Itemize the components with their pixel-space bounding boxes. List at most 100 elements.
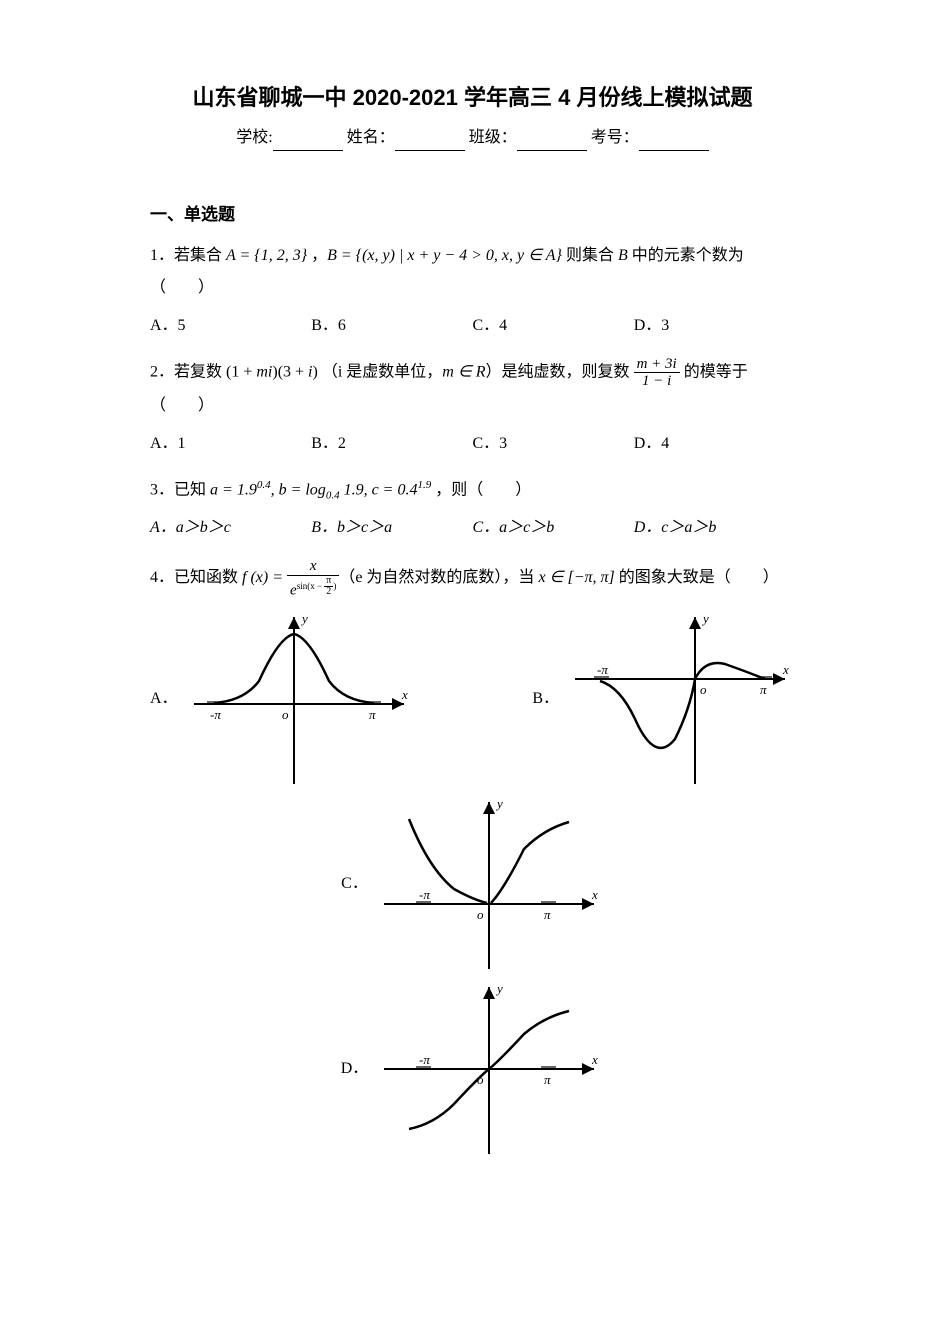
graph-A-svg: x y o -π π bbox=[184, 609, 414, 789]
q1-optA[interactable]: A．5 bbox=[150, 310, 311, 342]
svg-text:x: x bbox=[591, 1052, 598, 1067]
q2-fraction: m + 3i1 − i bbox=[634, 356, 680, 390]
q4-graph-C[interactable]: C． x y o -π π bbox=[341, 794, 604, 974]
q3-b2: 1.9, c = 0.4 bbox=[340, 481, 418, 498]
q1-text3: 则集合 bbox=[562, 247, 618, 264]
q2-frac-num: m + 3i bbox=[634, 356, 680, 374]
svg-text:y: y bbox=[701, 611, 709, 626]
q3-optC[interactable]: C．a＞c＞b bbox=[473, 512, 634, 544]
q2-frac-den: 1 − i bbox=[634, 373, 680, 390]
q3-b: , b = log bbox=[271, 481, 326, 498]
q2-text3: ) （i 是虚数单位， bbox=[313, 364, 443, 381]
svg-text:o: o bbox=[700, 682, 707, 697]
q1-optD[interactable]: D．3 bbox=[634, 310, 795, 342]
q3-options: A．a＞b＞c B．b＞c＞a C．a＞c＞b D．c＞a＞b bbox=[150, 512, 795, 544]
question-2: 2．若复数 (1 + mi)(3 + i) （i 是虚数单位，m ∈ R）是纯虚… bbox=[150, 356, 795, 460]
svg-text:-π: -π bbox=[597, 662, 608, 677]
q1-optB[interactable]: B．6 bbox=[311, 310, 472, 342]
school-blank[interactable] bbox=[273, 133, 343, 151]
svg-text:π: π bbox=[544, 907, 551, 922]
q1-setB: B = {(x, y) | x + y − 4 > 0, x, y ∈ A} bbox=[327, 247, 562, 264]
svg-text:x: x bbox=[591, 887, 598, 902]
q4-text3: 的图象大致是（ ） bbox=[615, 569, 779, 586]
name-label: 姓名： bbox=[347, 129, 395, 146]
q4-graph-A[interactable]: A． x y o -π π bbox=[150, 609, 414, 789]
q4-fraction: xesin(x − π2) bbox=[287, 558, 339, 599]
q2-optA[interactable]: A．1 bbox=[150, 428, 311, 460]
section1-heading: 一、单选题 bbox=[150, 201, 795, 228]
q1-text: 1．若集合 bbox=[150, 247, 226, 264]
svg-text:o: o bbox=[282, 707, 289, 722]
q1-options: A．5 B．6 C．4 D．3 bbox=[150, 310, 795, 342]
class-label: 班级： bbox=[469, 129, 517, 146]
q2-text1: 2．若复数 (1 + bbox=[150, 364, 256, 381]
q4-label-D: D． bbox=[341, 1053, 369, 1085]
q4-label-C: C． bbox=[341, 868, 368, 900]
question-3: 3．已知 a = 1.90.4, b = log0.4 1.9, c = 0.4… bbox=[150, 474, 795, 545]
svg-text:π: π bbox=[544, 1072, 551, 1087]
svg-text:x: x bbox=[401, 687, 408, 702]
q3-text1: 3．已知 bbox=[150, 481, 210, 498]
q3-a: a = 1.9 bbox=[210, 481, 257, 498]
svg-text:-π: -π bbox=[210, 707, 221, 722]
q3-optB[interactable]: B．b＞c＞a bbox=[311, 512, 472, 544]
q2-mi: mi bbox=[256, 364, 272, 381]
q4-domain: x ∈ [−π, π] bbox=[538, 569, 614, 586]
graph-D-svg: x y o -π π bbox=[374, 979, 604, 1159]
q4-frac-num: x bbox=[287, 558, 339, 576]
q2-text2: )(3 + bbox=[272, 364, 308, 381]
q4-exp-frac: π2 bbox=[324, 576, 333, 597]
q4-graph-B[interactable]: B． x y o -π π bbox=[532, 609, 795, 789]
svg-text:o: o bbox=[477, 1072, 484, 1087]
graph-C-svg: x y o -π π bbox=[374, 794, 604, 974]
svg-text:x: x bbox=[782, 662, 789, 677]
q2-optC[interactable]: C．3 bbox=[473, 428, 634, 460]
q1-paren: （ ） bbox=[150, 272, 795, 304]
question-1: 1．若集合 A = {1, 2, 3} ，B = {(x, y) | x + y… bbox=[150, 240, 795, 342]
q3-optA[interactable]: A．a＞b＞c bbox=[150, 512, 311, 544]
examno-blank[interactable] bbox=[639, 133, 709, 151]
svg-text:π: π bbox=[760, 682, 767, 697]
svg-text:y: y bbox=[495, 981, 503, 996]
q4-frac-den: esin(x − π2) bbox=[287, 576, 339, 599]
q4-label-A: A． bbox=[150, 683, 178, 715]
q3-supc: 1.9 bbox=[417, 479, 431, 491]
q4-graphs-ab: A． x y o -π π B． bbox=[150, 609, 795, 789]
q3-subb: 0.4 bbox=[326, 489, 340, 501]
q2-optD[interactable]: D．4 bbox=[634, 428, 795, 460]
q2-text4: ）是纯虚数，则复数 bbox=[486, 364, 634, 381]
q2-optB[interactable]: B．2 bbox=[311, 428, 472, 460]
class-blank[interactable] bbox=[517, 133, 587, 151]
svg-text:-π: -π bbox=[419, 1052, 430, 1067]
q1-B: B bbox=[618, 247, 628, 264]
q3-optD[interactable]: D．c＞a＞b bbox=[634, 512, 795, 544]
q2-text5: 的模等于 bbox=[680, 364, 748, 381]
q4-exp-pre: sin(x − bbox=[297, 581, 325, 591]
student-info-line: 学校: 姓名： 班级： 考号： bbox=[150, 125, 795, 151]
q1-optC[interactable]: C．4 bbox=[473, 310, 634, 342]
q4-graph-D[interactable]: D． x y o -π π bbox=[341, 979, 605, 1159]
q4-graph-C-row: C． x y o -π π bbox=[150, 794, 795, 974]
q4-exp-2: 2 bbox=[324, 587, 333, 597]
q1-setA: A = {1, 2, 3} bbox=[226, 247, 307, 264]
name-blank[interactable] bbox=[395, 133, 465, 151]
q2-minR: m ∈ R bbox=[442, 364, 485, 381]
q4-den-e: e bbox=[290, 583, 297, 599]
q1-text4: 中的元素个数为 bbox=[628, 247, 744, 264]
q3-text2: ，则（ ） bbox=[431, 481, 531, 498]
q4-exp-post: ) bbox=[333, 581, 336, 591]
q2-paren: （ ） bbox=[150, 390, 795, 422]
exam-title: 山东省聊城一中 2020-2021 学年高三 4 月份线上模拟试题 bbox=[150, 80, 795, 115]
graph-B-svg: x y o -π π bbox=[565, 609, 795, 789]
q4-fx: f (x) = bbox=[242, 569, 287, 586]
question-4: 4．已知函数 f (x) = xesin(x − π2)（e 为自然对数的底数）… bbox=[150, 558, 795, 1159]
q1-text2: ， bbox=[307, 247, 327, 264]
q3-supa: 0.4 bbox=[257, 479, 271, 491]
svg-text:y: y bbox=[495, 796, 503, 811]
q4-label-B: B． bbox=[532, 683, 559, 715]
svg-text:-π: -π bbox=[419, 887, 430, 902]
q2-options: A．1 B．2 C．3 D．4 bbox=[150, 428, 795, 460]
q4-text1: 4．已知函数 bbox=[150, 569, 242, 586]
svg-text:o: o bbox=[477, 907, 484, 922]
q4-graph-D-row: D． x y o -π π bbox=[150, 979, 795, 1159]
